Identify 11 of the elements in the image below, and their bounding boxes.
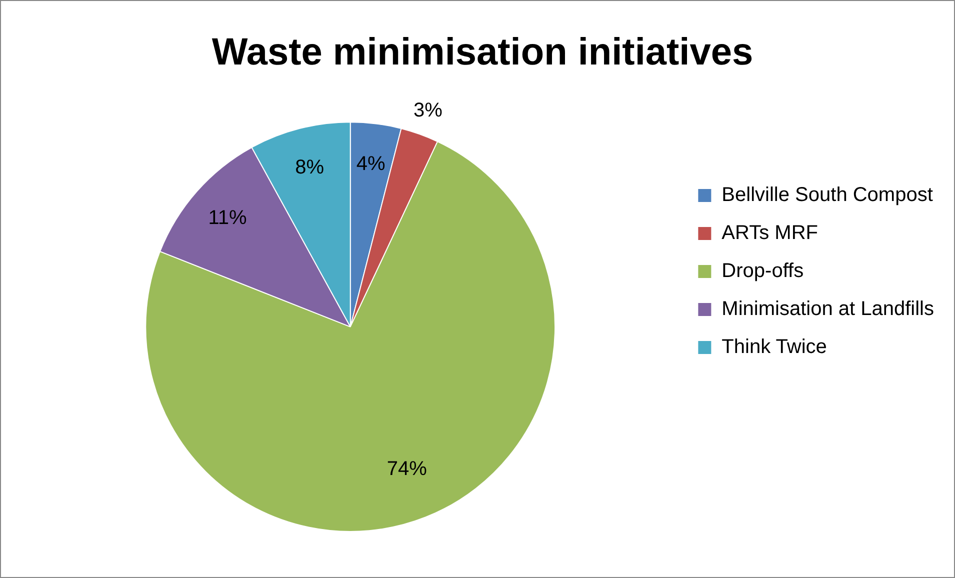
chart-title: Waste minimisation initiatives	[212, 31, 754, 74]
data-label: 4%	[356, 152, 386, 175]
data-label: 74%	[386, 458, 428, 480]
data-label: 3%	[414, 100, 443, 122]
legend-label: Think Twice	[722, 336, 827, 358]
data-label: 8%	[295, 156, 324, 179]
legend-label: Drop-offs	[722, 260, 804, 282]
data-label: 11%	[208, 207, 247, 230]
legend-label: Minimisation at Landfills	[722, 298, 934, 320]
legend-label: ARTs MRF	[722, 222, 818, 244]
legend-label: Bellville South Compost	[722, 184, 934, 206]
